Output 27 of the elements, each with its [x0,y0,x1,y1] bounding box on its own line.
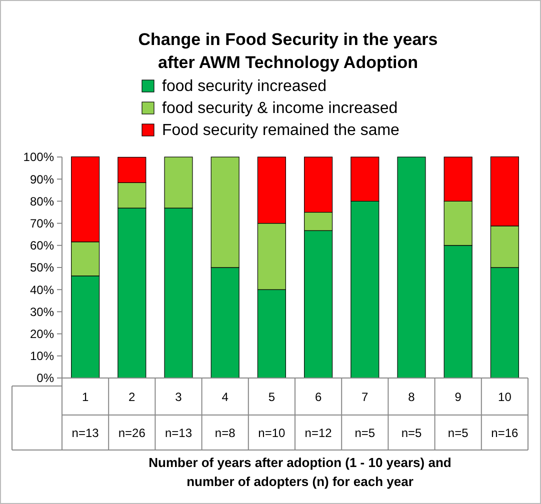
y-tick-label: 50% [30,260,54,275]
y-tick-label: 70% [30,216,54,230]
legend-label: food security increased [162,78,327,95]
y-tick-label: 100% [23,150,54,164]
y-tick-label: 90% [30,172,54,186]
category-label: 5 n=10 [258,390,286,440]
category-label: 7 n=5 [354,390,376,440]
chart-title: Change in Food Security in the years after AWM Technology Adoption [138,30,438,72]
category-label: 9 n=5 [448,390,468,440]
y-tick-label: 10% [30,349,54,364]
category-label: 4 n=8 [214,390,236,440]
category-label: 3 n=13 [164,390,192,440]
text: Number of years after adoption (1 - 10 years) and number of adopters (n) for each year [148,455,452,489]
category-label: 1 n=13 [72,390,99,440]
category-label: 8 n=5 [401,390,422,440]
y-tick-label: 30% [30,304,54,319]
category-label: 6 n=12 [304,390,332,440]
y-tick-label: 80% [30,194,54,208]
legend-label: Food security remained the same [162,122,400,139]
bar [397,156,426,378]
y-tick-label: 40% [30,282,54,297]
y-tick-label: 0% [36,371,54,386]
category-label: 2 n=26 [118,390,146,440]
y-tick-label: 60% [30,238,54,253]
y-tick-label: 20% [30,327,54,341]
legend-label: food security & income increased [162,100,398,117]
category-label: 10 n=16 [491,390,518,440]
